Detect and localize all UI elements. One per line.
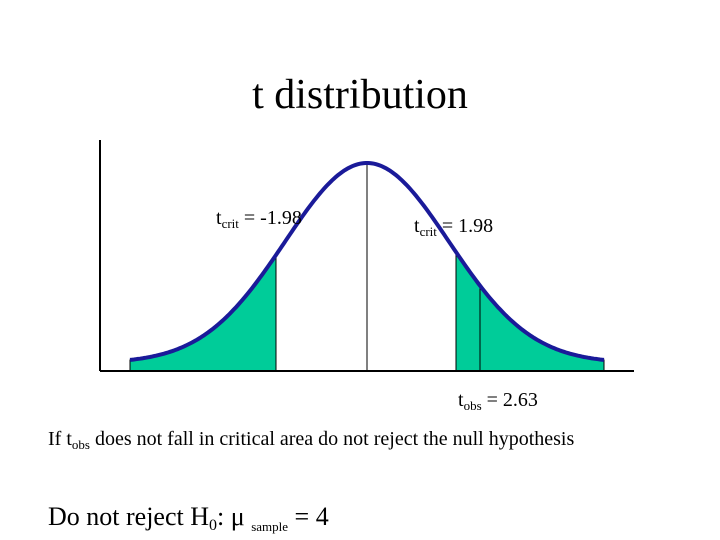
slide-title: t distribution [252,72,468,118]
conclusion-text: Do not reject H0: μ sample = 4 [48,502,329,534]
left-critical-region [129,253,277,372]
t-critical-left-label: tcrit = -1.98 [216,207,302,231]
distribution-curve [129,161,605,362]
right-critical-region [455,250,605,372]
decision-rule-note: If tobs does not fall in critical area d… [48,428,575,452]
t-observed-label: tobs = 2.63 [458,389,538,413]
t-critical-right-label: tcrit = 1.98 [414,215,494,239]
